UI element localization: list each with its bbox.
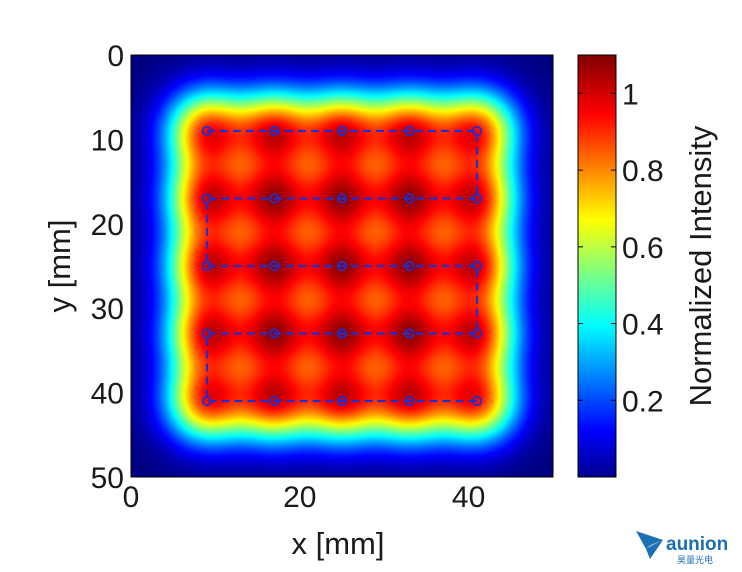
source-point	[471, 193, 483, 204]
y-tick-label: 50	[91, 462, 124, 495]
source-point	[471, 125, 483, 137]
colorbar-tick-label: 0.2	[622, 385, 664, 418]
x-axis-label: x [mm]	[292, 526, 385, 561]
source-point	[471, 395, 483, 407]
y-tick-labels: 0 10 20 30 40 50	[91, 40, 124, 495]
y-tick-label: 20	[91, 209, 124, 242]
y-axis-label: y [mm]	[42, 220, 77, 313]
source-point	[269, 395, 280, 407]
y-tick-label: 40	[91, 378, 124, 411]
source-point	[269, 125, 280, 137]
plot-frame	[130, 54, 554, 478]
colorbar-tick-label: 0.4	[622, 309, 664, 342]
colorbar-tick-label: 0.8	[622, 155, 664, 188]
watermark-sub: 昊量光电	[677, 554, 713, 565]
source-points	[201, 125, 483, 407]
y-tick-label: 10	[91, 124, 124, 157]
source-point	[201, 395, 213, 407]
colorbar-tick-label: 1	[622, 78, 639, 111]
source-point	[336, 125, 348, 137]
x-tick-labels: 0 20 40	[123, 481, 486, 514]
heatmap-plot	[130, 54, 554, 478]
x-tick-label: 0	[123, 481, 140, 514]
source-point	[336, 260, 348, 272]
colorbar-gradient	[577, 54, 617, 478]
source-point	[404, 125, 415, 137]
source-point	[404, 328, 415, 339]
source-point	[269, 328, 280, 339]
source-point	[201, 125, 213, 137]
colorbar-tick-label: 0.6	[622, 232, 664, 265]
colorbar: 0.2 0.4 0.6 0.8 1 Normalized Intensity	[577, 54, 718, 478]
y-tick-label: 0	[107, 40, 124, 73]
watermark-brand: aunion	[666, 534, 728, 555]
source-point	[471, 328, 483, 339]
source-point	[201, 193, 213, 204]
source-point	[471, 260, 483, 272]
colorbar-ticks: 0.2 0.4 0.6 0.8 1	[578, 78, 664, 418]
colorbar-label: Normalized Intensity	[683, 125, 718, 406]
source-point	[336, 328, 348, 339]
y-tick-label: 30	[91, 293, 124, 326]
x-tick-label: 20	[283, 481, 316, 514]
source-point	[269, 260, 280, 272]
scan-path	[205, 129, 479, 403]
source-point	[201, 260, 213, 272]
source-point	[269, 193, 280, 204]
source-point	[404, 193, 415, 204]
source-point	[404, 395, 415, 407]
source-point	[404, 260, 415, 272]
source-point	[201, 328, 213, 339]
x-tick-label: 40	[452, 481, 485, 514]
scan-path-line	[205, 129, 479, 403]
watermark-logo: aunion 昊量光电	[636, 531, 728, 565]
source-point	[336, 395, 348, 407]
paper-plane-icon	[636, 531, 663, 559]
source-point	[336, 193, 348, 204]
